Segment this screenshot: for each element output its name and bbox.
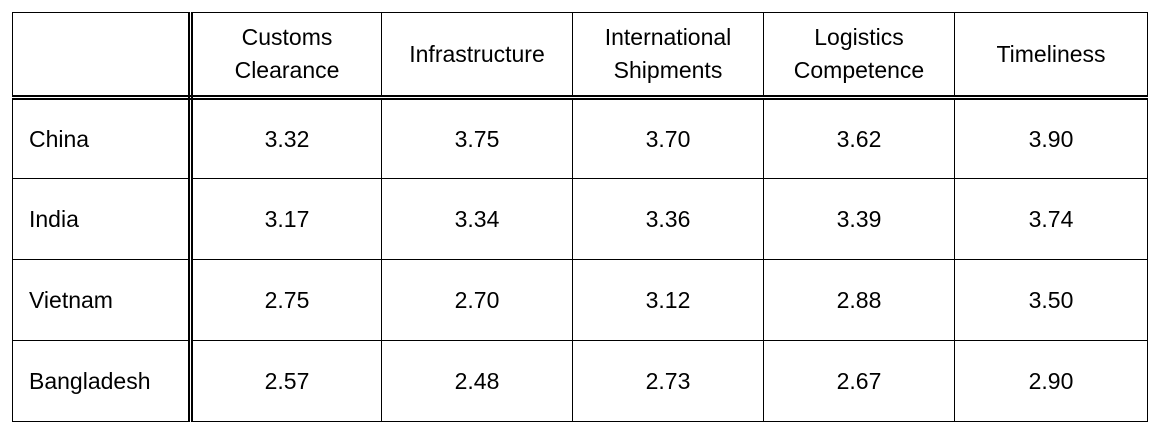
table-cell: 3.75 [381,97,573,179]
column-header-label: Logistics Competence [793,24,925,83]
row-label: India [12,178,193,260]
table-row: China 3.32 3.75 3.70 3.62 3.90 [12,97,1148,179]
table-cell: 2.88 [763,259,955,341]
table-cell: 3.32 [190,97,382,179]
column-header: Customs Clearance [190,12,382,100]
table-cell: 2.57 [190,340,382,422]
table-cell: 3.70 [572,97,764,179]
column-header-label: Customs Clearance [234,24,340,83]
table-cell: 3.17 [190,178,382,260]
table-cell: 2.48 [381,340,573,422]
table-cell: 3.36 [572,178,764,260]
table-cell: 2.67 [763,340,955,422]
header-corner-cell [12,12,193,100]
table-cell: 2.70 [381,259,573,341]
table-cell: 3.34 [381,178,573,260]
row-label: China [12,97,193,179]
header-row: Customs Clearance Infrastructure Interna… [12,12,1148,100]
table-row: India 3.17 3.34 3.36 3.39 3.74 [12,178,1148,260]
column-header: Timeliness [954,12,1148,100]
table-cell: 3.62 [763,97,955,179]
table-cell: 3.39 [763,178,955,260]
logistics-performance-table: Customs Clearance Infrastructure Interna… [12,12,1148,422]
table-cell: 2.75 [190,259,382,341]
table-cell: 3.12 [572,259,764,341]
column-header: International Shipments [572,12,764,100]
column-header-label: Timeliness [996,40,1106,67]
table-cell: 3.90 [954,97,1148,179]
table-cell: 3.74 [954,178,1148,260]
column-header-label: International Shipments [604,24,732,83]
table-cell: 3.50 [954,259,1148,341]
row-label: Vietnam [12,259,193,341]
column-header-label: Infrastructure [409,40,545,67]
table-row: Vietnam 2.75 2.70 3.12 2.88 3.50 [12,259,1148,341]
table-cell: 2.73 [572,340,764,422]
row-label: Bangladesh [12,340,193,422]
table-row: Bangladesh 2.57 2.48 2.73 2.67 2.90 [12,340,1148,422]
column-header: Logistics Competence [763,12,955,100]
table-cell: 2.90 [954,340,1148,422]
column-header: Infrastructure [381,12,573,100]
